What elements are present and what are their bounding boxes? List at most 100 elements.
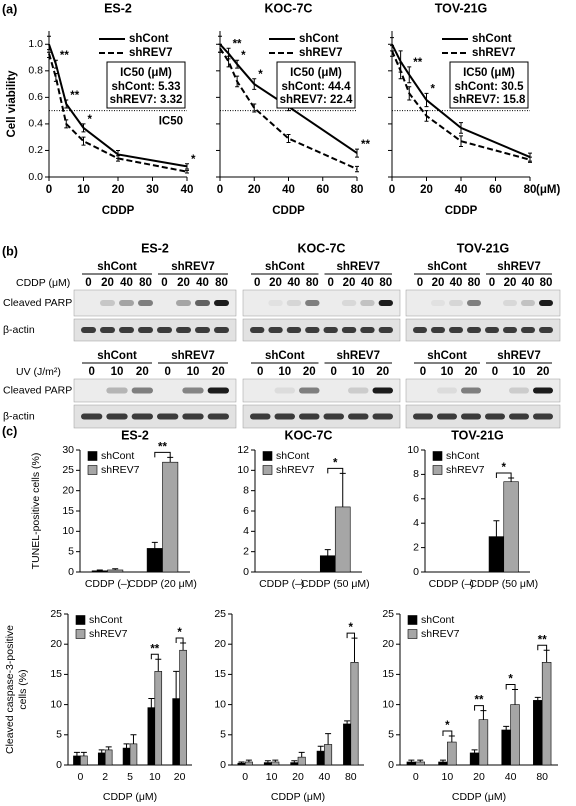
chart-title: KOC-7C — [265, 1, 313, 15]
bar — [533, 700, 543, 766]
legend-swatch — [432, 451, 443, 461]
y-tick-label: 1.0 — [28, 38, 43, 50]
x-tick-label: 10 — [442, 771, 454, 783]
error-bar — [390, 45, 394, 57]
error-bar — [47, 49, 51, 59]
group-label: shREV7 — [497, 261, 540, 273]
group-label: shREV7 — [171, 350, 214, 362]
blot-band — [250, 413, 271, 420]
bar — [73, 755, 81, 766]
ic50-box-title: IC50 (μM) — [290, 67, 342, 79]
error-bar — [407, 66, 412, 84]
error-bar — [439, 759, 446, 762]
significance: * — [333, 457, 338, 469]
significance: ** — [361, 139, 370, 151]
blot-band — [323, 413, 344, 420]
blot-band — [176, 300, 191, 306]
legend-swatch — [407, 629, 418, 639]
error-bar — [508, 477, 515, 482]
x-axis-label: CDDP — [445, 205, 478, 217]
y-tick-label: 0 — [413, 566, 419, 578]
lane-label: 0 — [417, 277, 423, 289]
bar — [146, 548, 163, 573]
bar — [107, 569, 124, 573]
bar — [179, 649, 187, 766]
blot-title: ES-2 — [141, 241, 169, 255]
bar — [478, 719, 489, 766]
y-tick-label: 20 — [382, 638, 394, 650]
legend-swatch — [75, 615, 86, 625]
x-tick-label: 80 — [351, 184, 364, 196]
y-tick-label: 4 — [413, 517, 419, 529]
y-axis-label: Cleaved caspase-3-positive — [4, 625, 16, 754]
x-tick-label: 0 — [242, 771, 248, 783]
x-tick-label: 60 — [316, 184, 329, 196]
lane-label: 20 — [101, 277, 114, 289]
blot-band — [485, 413, 505, 420]
blot-band — [323, 327, 338, 333]
error-bar — [398, 62, 403, 80]
x-tick-label: 40 — [455, 184, 468, 196]
bar — [162, 461, 179, 573]
x-tick-label: 40 — [282, 184, 295, 196]
error-bar — [116, 155, 120, 162]
error-bar — [264, 760, 271, 763]
group-label: shREV7 — [171, 261, 214, 273]
bar — [271, 761, 280, 766]
blot-band — [437, 387, 457, 394]
significance: * — [241, 50, 246, 62]
lane-label: 40 — [120, 277, 133, 289]
blot-band — [106, 387, 128, 394]
y-tick-label: 20 — [214, 638, 226, 650]
x-tick-label: 40 — [505, 771, 517, 783]
legend-swatch — [432, 465, 443, 475]
bar — [290, 762, 299, 766]
error-bar — [64, 99, 69, 109]
y-tick-label: 5 — [56, 729, 62, 741]
blot-band — [81, 413, 103, 420]
error-bar — [286, 134, 291, 143]
blot-band — [268, 327, 283, 333]
ic50-box-entry: shCont: 44.4 — [281, 81, 351, 93]
y-tick-label: 2 — [413, 541, 419, 553]
error-bar — [324, 549, 331, 556]
y-tick-label: 0 — [388, 759, 394, 771]
blot-band — [461, 387, 481, 394]
blot-band — [539, 327, 553, 333]
bar — [510, 704, 520, 766]
blot-band — [341, 327, 357, 333]
y-axis-label: cells (%) — [17, 669, 29, 709]
lane-label: 0 — [85, 277, 91, 289]
row-label: β-actin — [3, 410, 35, 422]
blot-image — [405, 404, 561, 429]
x-tick-label: 20 — [473, 771, 485, 783]
ic50-box-entry: shREV7: 22.4 — [280, 94, 353, 106]
series-line — [219, 43, 358, 154]
bar — [503, 481, 519, 573]
blot-image — [73, 289, 237, 317]
significance-bracket — [346, 632, 355, 639]
x-tick-label: CDDP (20 μM) — [128, 578, 197, 590]
significance: * — [191, 154, 196, 166]
lane-label: 20 — [303, 366, 316, 378]
x-tick-label: 20 — [248, 184, 261, 196]
row-label: Cleaved PARP — [3, 297, 72, 309]
blot-band — [100, 327, 115, 333]
lane-label: 0 — [492, 366, 498, 378]
y-tick-label: 25 — [382, 608, 394, 620]
y-tick-label: 0.8 — [28, 65, 43, 77]
x-tick-label: 20 — [420, 184, 433, 196]
bar — [172, 698, 180, 766]
legend-swatch — [75, 629, 86, 639]
x-tick-label: 80 — [536, 771, 548, 783]
lane-label: 40 — [196, 277, 209, 289]
significance-bracket — [442, 730, 453, 737]
blot-band — [360, 327, 375, 333]
blot-band — [539, 300, 553, 306]
lane-label: 10 — [352, 366, 365, 378]
group-label: shREV7 — [337, 261, 380, 273]
y-tick-label: 10 — [50, 698, 62, 710]
blot-band — [485, 327, 499, 333]
x-axis-label: CDDP (μM) — [452, 791, 506, 803]
